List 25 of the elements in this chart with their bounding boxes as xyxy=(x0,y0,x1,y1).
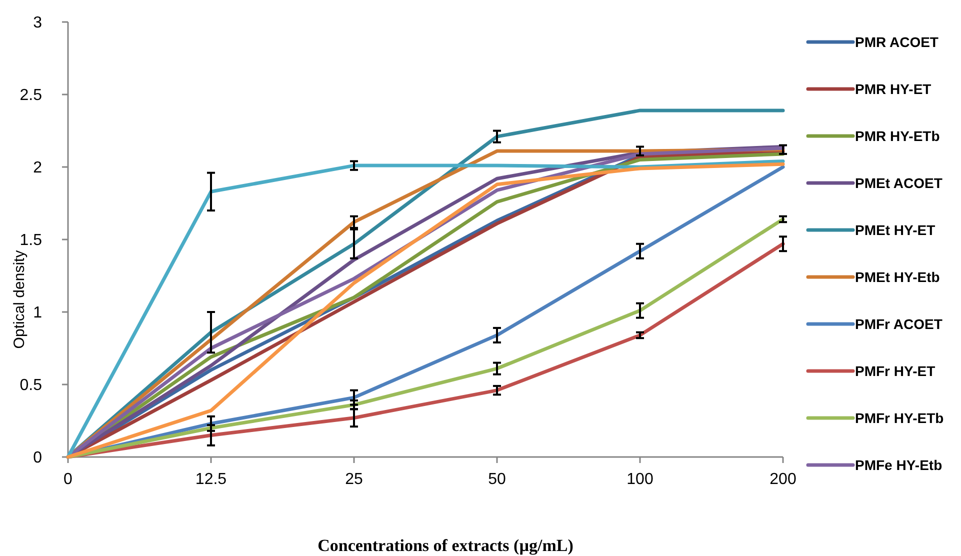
x-tick-label: 12.5 xyxy=(195,471,227,488)
x-axis-title: Concentrations of extracts (µg/mL) xyxy=(318,536,574,555)
x-tick-label: 25 xyxy=(345,471,363,488)
y-tick-label: 1.5 xyxy=(20,232,42,250)
legend-label: PMEt ACOET xyxy=(855,174,943,191)
x-tick-label: 100 xyxy=(626,471,654,488)
y-axis-title: Optical density xyxy=(11,250,28,349)
y-tick-label: 0 xyxy=(33,450,42,467)
legend-label: PMR HY-ETb xyxy=(855,128,940,144)
legend-label: PMR ACOET xyxy=(855,34,939,50)
legend-label: PMFe HY-Etb xyxy=(855,456,942,473)
y-tick-label: 3 xyxy=(33,14,42,32)
y-tick-label: 1 xyxy=(33,304,42,322)
y-tick-label: 2.5 xyxy=(20,87,42,104)
x-tick-label: 0 xyxy=(64,471,73,488)
legend-label: PMEt HY-Etb xyxy=(855,268,940,285)
x-tick-label: 200 xyxy=(770,471,796,488)
legend-label: PMFr HY-ETb xyxy=(855,410,944,426)
legend-label: PMR HY-ET xyxy=(855,80,932,97)
y-tick-label: 2 xyxy=(33,160,42,177)
y-tick-label: 0.5 xyxy=(20,377,42,394)
legend-label: PMFr HY-ET xyxy=(855,362,936,379)
legend-label: PMEt HY-ET xyxy=(855,222,936,238)
x-tick-label: 50 xyxy=(488,471,506,488)
legend-label: PMFr ACOET xyxy=(855,316,943,332)
